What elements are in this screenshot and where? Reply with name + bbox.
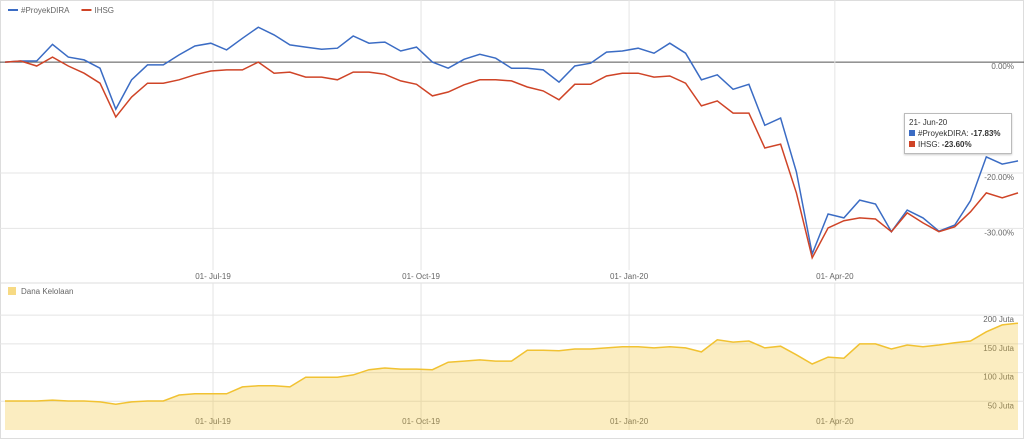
x-tick-label: 01- Jan-20	[610, 417, 649, 426]
x-tick-label: 01- Jan-20	[610, 272, 649, 281]
tooltip-value: -23.60%	[941, 140, 972, 149]
x-tick-label: 01- Apr-20	[816, 417, 854, 426]
y-tick-label: 50 Juta	[988, 401, 1015, 410]
area	[5, 323, 1018, 430]
tooltip: 21- Jun-20 #ProyekDIRA-17.83% IHSG-23.60…	[904, 113, 1012, 154]
legend-label: Dana Kelolaan	[21, 287, 73, 296]
tooltip-swatch	[909, 141, 915, 147]
x-tick-label: 01- Oct-19	[402, 417, 440, 426]
tooltip-row: IHSG-23.60%	[909, 139, 1007, 150]
x-tick-label: 01- Jul-19	[195, 272, 231, 281]
y-tick-label: 150 Juta	[983, 344, 1014, 353]
x-tick-label: 01- Oct-19	[402, 272, 440, 281]
line	[4, 26, 1019, 257]
legend-label: #ProyekDIRA	[21, 6, 70, 15]
legend-swatch	[8, 9, 18, 11]
tooltip-title: 21- Jun-20	[909, 118, 948, 127]
x-tick-label: 01- Jul-19	[195, 417, 231, 426]
tooltip-value: -17.83%	[970, 129, 1001, 138]
tooltip-name: #ProyekDIRA	[918, 129, 969, 138]
y-tick-label: 100 Juta	[983, 373, 1014, 382]
legend-swatch	[81, 9, 92, 11]
line	[4, 56, 1019, 260]
tooltip-name: IHSG	[918, 140, 940, 149]
tooltip-row: #ProyekDIRA-17.83%	[909, 128, 1007, 139]
tooltip-swatch	[909, 130, 915, 136]
y-tick-label: -30.00%	[984, 228, 1014, 237]
y-tick-label: 0.00%	[991, 62, 1014, 71]
area-line	[5, 322, 1019, 405]
x-tick-label: 01- Apr-20	[816, 272, 854, 281]
y-tick-label: -20.00%	[984, 173, 1014, 182]
legend-label: IHSG	[94, 6, 114, 15]
legend-swatch	[8, 287, 16, 295]
y-tick-label: 200 Juta	[983, 315, 1014, 324]
